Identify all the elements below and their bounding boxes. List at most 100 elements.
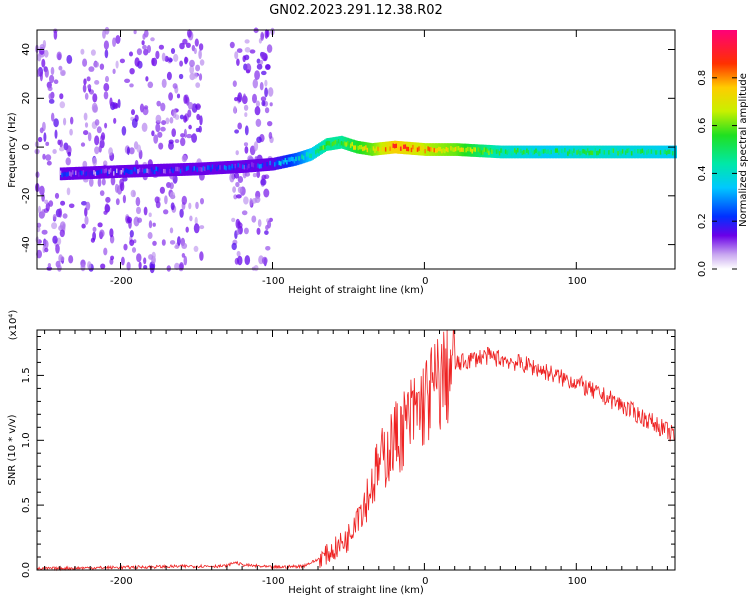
noise-speckle (176, 93, 181, 99)
ridge-core (128, 169, 131, 174)
noise-speckle (237, 92, 243, 103)
noise-speckle (136, 253, 142, 263)
ridge-core (594, 148, 597, 153)
ridge-core (302, 155, 305, 161)
noise-speckle (242, 93, 247, 103)
noise-speckle (244, 112, 248, 117)
noise-speckle (254, 196, 261, 204)
ridge-core (191, 167, 194, 172)
ridge-core (109, 168, 112, 173)
noise-speckle (169, 191, 176, 200)
noise-speckle (45, 154, 52, 161)
ridge-core (392, 143, 395, 148)
noise-speckle (151, 130, 155, 137)
ridge-core (234, 163, 237, 169)
ridge-core (216, 166, 219, 171)
noise-speckle (80, 48, 85, 55)
ridge-core (526, 148, 529, 153)
noise-speckle (168, 145, 173, 150)
ridge-core (567, 151, 570, 156)
spectrogram-ylabel: Frequency (Hz) (7, 112, 18, 188)
noise-speckle (101, 178, 106, 186)
ridge-core (608, 150, 611, 155)
noise-speckle (152, 222, 156, 227)
ridge-core (325, 141, 328, 146)
ridge-core (564, 148, 567, 153)
noise-speckle (39, 71, 43, 82)
ridge-core (93, 170, 96, 175)
noise-speckle (44, 247, 49, 253)
noise-speckle (142, 33, 146, 40)
noise-speckle (109, 228, 114, 238)
noise-speckle (256, 227, 261, 235)
ridge-core (254, 164, 257, 170)
ridge-core (249, 164, 252, 170)
ridge-core (491, 149, 494, 154)
noise-speckle (170, 48, 176, 54)
noise-speckle (264, 64, 271, 70)
noise-speckle (105, 196, 111, 203)
noise-speckle (187, 109, 192, 118)
noise-speckle (131, 118, 138, 128)
noise-speckle (84, 122, 89, 128)
noise-speckle (60, 69, 66, 77)
noise-speckle (180, 133, 185, 138)
ridge-core (471, 149, 474, 154)
noise-speckle (264, 79, 268, 87)
ridge-core (407, 146, 410, 152)
ridge-core (321, 145, 324, 151)
noise-speckle (234, 51, 239, 60)
noise-speckle (52, 149, 57, 154)
ridge-core (226, 165, 229, 171)
noise-speckle (85, 201, 91, 211)
noise-speckle (232, 186, 237, 193)
noise-speckle (199, 115, 203, 126)
noise-speckle (45, 141, 50, 146)
ridge-core (304, 153, 307, 158)
ridge-core (261, 162, 264, 168)
noise-speckle (49, 74, 55, 84)
ridge-core (255, 163, 258, 169)
ridge-core (588, 150, 591, 156)
ridge-core (421, 146, 424, 152)
ridge-core (176, 166, 179, 172)
noise-speckle (264, 87, 268, 98)
ridge-core (214, 164, 217, 170)
noise-speckle (261, 174, 267, 180)
ridge-core (182, 165, 185, 171)
noise-speckle (133, 29, 137, 35)
ridge-core (623, 149, 626, 155)
ridge-core (585, 150, 588, 156)
ridge-core (573, 148, 576, 153)
ridge-core (652, 150, 655, 155)
ridge-core (172, 168, 175, 174)
noise-speckle (259, 59, 264, 65)
noise-speckle (51, 112, 55, 122)
ridge-core (184, 167, 187, 172)
ridge-core (390, 146, 393, 151)
ridge-core (135, 169, 138, 174)
noise-speckle (99, 229, 105, 238)
ridge-core (527, 150, 530, 155)
ridge-core (225, 166, 228, 171)
spectrogram-ytick-label: 40 (21, 43, 32, 56)
ridge-core (333, 141, 336, 146)
ridge-core (548, 150, 551, 155)
ridge-core (105, 168, 108, 173)
ridge-core (330, 143, 333, 148)
noise-speckle (193, 223, 200, 234)
ridge-core (460, 147, 463, 152)
ridge-core (518, 149, 521, 155)
ridge-core (73, 172, 76, 177)
noise-speckle (168, 139, 174, 144)
noise-speckle (90, 49, 96, 56)
noise-speckle (142, 44, 147, 50)
ridge-core (274, 162, 276, 167)
noise-speckle (171, 128, 176, 138)
ridge-core (371, 145, 374, 151)
ridge-core (85, 171, 88, 176)
figure-title: GN02.2023.291.12.38.R02 (269, 3, 443, 18)
ridge-core (337, 139, 340, 144)
ridge-core (342, 142, 345, 147)
noise-speckle (148, 220, 153, 229)
